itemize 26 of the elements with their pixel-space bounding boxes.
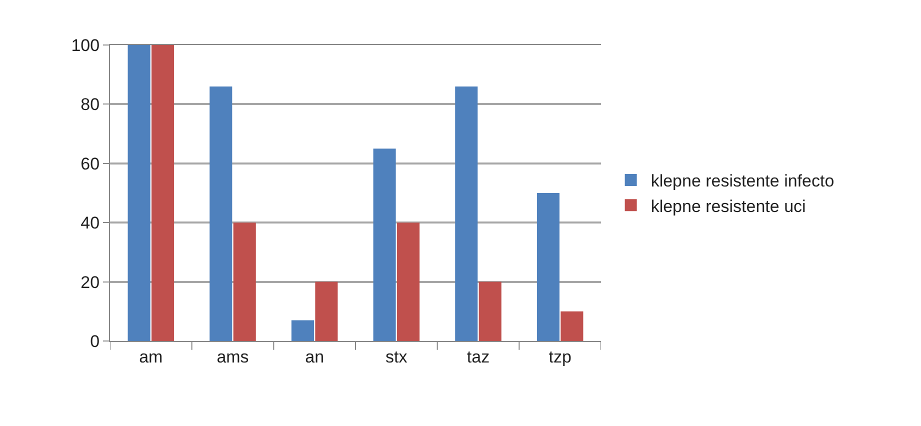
bar (455, 86, 478, 341)
bar (152, 45, 174, 341)
x-tick-label: ams (216, 347, 249, 366)
y-tick-label: 100 (71, 36, 100, 55)
y-tick-label: 0 (90, 332, 100, 351)
legend-label: klepne resistente uci (650, 196, 806, 216)
bar (315, 282, 338, 341)
bar (210, 86, 232, 341)
bar (233, 222, 256, 341)
x-tick-label: tzp (548, 347, 572, 366)
bar (291, 320, 314, 341)
y-tick-label: 60 (80, 154, 100, 174)
bar (397, 222, 420, 341)
x-tick-label: am (139, 347, 163, 366)
bar (478, 282, 502, 341)
x-tick-label: taz (466, 347, 490, 366)
bar (560, 311, 584, 341)
bar (536, 193, 560, 341)
bar (128, 45, 150, 341)
bar (373, 148, 396, 341)
x-tick-label: an (305, 347, 324, 366)
legend-label: klepne resistente infecto (650, 172, 834, 191)
y-tick-label: 40 (80, 214, 100, 233)
x-tick-label: stx (386, 347, 408, 366)
y-tick-label: 20 (80, 272, 100, 292)
y-tick-label: 80 (80, 95, 100, 114)
